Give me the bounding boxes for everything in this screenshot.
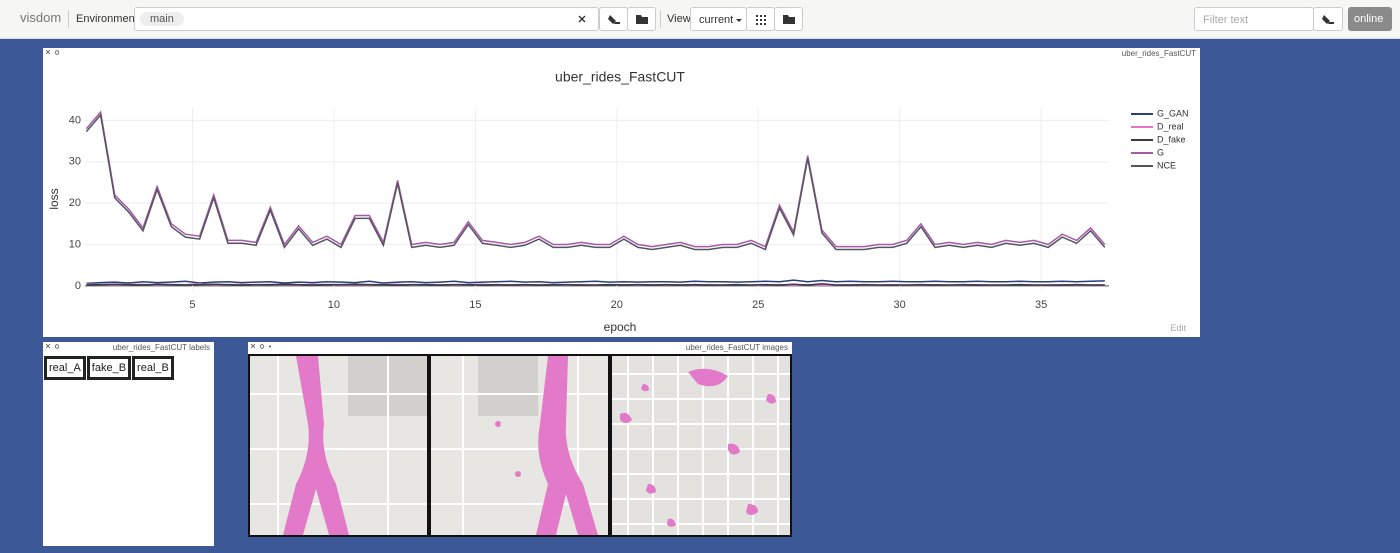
chart-title: uber_rides_FastCUT (555, 69, 685, 85)
legend-label: G (1157, 147, 1164, 157)
brand: visdom (20, 10, 62, 25)
env-input[interactable]: main (134, 7, 599, 31)
pane-controls[interactable] (251, 344, 275, 350)
x-axis-label: epoch (604, 320, 637, 334)
y-tick-label: 40 (69, 114, 81, 126)
pane-title: uber_rides_FastCUT images (685, 343, 788, 352)
image-real-a (250, 356, 427, 535)
x-tick-label: 5 (189, 299, 195, 311)
env-tag[interactable]: main (140, 12, 184, 26)
label: real_B (132, 356, 174, 380)
edit-link[interactable]: Edit (1170, 323, 1186, 333)
x-tick-label: 30 (894, 299, 906, 311)
x-tick-label: 15 (469, 299, 481, 311)
x-tick-label: 25 (752, 299, 764, 311)
legend-label: G_GAN (1157, 108, 1189, 118)
view-value[interactable]: current (699, 14, 734, 26)
pane-controls[interactable] (46, 50, 62, 56)
label: real_A (44, 356, 86, 380)
filter-input[interactable]: Filter text (1194, 7, 1314, 31)
view-select[interactable]: current (690, 7, 747, 31)
labels-row: real_A fake_B real_B (44, 356, 175, 380)
y-tick-label: 20 (69, 197, 81, 209)
status-button[interactable]: online (1348, 7, 1392, 31)
y-tick-label: 0 (75, 280, 81, 292)
env-label: Environment (76, 13, 138, 25)
y-axis-label: loss (47, 188, 61, 209)
caret (736, 19, 742, 22)
chart: uber_rides_FastCUT epoch loss 0 10 20 30 40 5… (47, 69, 1189, 334)
divider (68, 10, 69, 28)
labels-pane: uber_rides_FastCUT labels real_A fake_B re… (43, 342, 214, 546)
toolbar: visdom Environment main View current Fil… (0, 0, 1400, 39)
x-tick-label: 10 (328, 299, 340, 311)
filter-placeholder: Filter text (1203, 14, 1249, 26)
legend-label: D_fake (1157, 134, 1186, 144)
legend-label: D_real (1157, 121, 1184, 131)
x-tick-label: 35 (1035, 299, 1047, 311)
image-real-b (612, 356, 790, 535)
y-tick-label: 10 (69, 238, 81, 250)
series-line (85, 110, 1106, 248)
label: fake_B (86, 356, 132, 380)
filter-clear[interactable] (1313, 7, 1343, 31)
open-button[interactable] (627, 7, 656, 31)
legend-label: NCE (1157, 160, 1176, 170)
divider (660, 10, 661, 28)
chart-pane: uber_rides_FastCUT Edit uber_rides_FastC… (43, 48, 1200, 337)
image-grid (248, 354, 792, 537)
x-tick-label: 20 (611, 299, 623, 311)
status: online (1354, 13, 1384, 25)
clear-icon[interactable] (578, 15, 586, 23)
y-tick-label: 30 (69, 156, 81, 168)
save-button[interactable] (599, 7, 628, 31)
pane-title: uber_rides_FastCUT labels (112, 343, 210, 352)
images-pane: uber_rides_FastCUT images (248, 342, 792, 537)
open-view-button[interactable] (774, 7, 803, 31)
pane-title: uber_rides_FastCUT (1121, 49, 1196, 58)
pane-controls[interactable] (46, 344, 62, 350)
series-line (86, 279, 1105, 285)
series-line (85, 113, 1106, 251)
image-fake-b (431, 356, 608, 535)
view-label: View (667, 13, 691, 25)
grid-button[interactable] (746, 7, 775, 31)
series-line (86, 283, 1105, 286)
